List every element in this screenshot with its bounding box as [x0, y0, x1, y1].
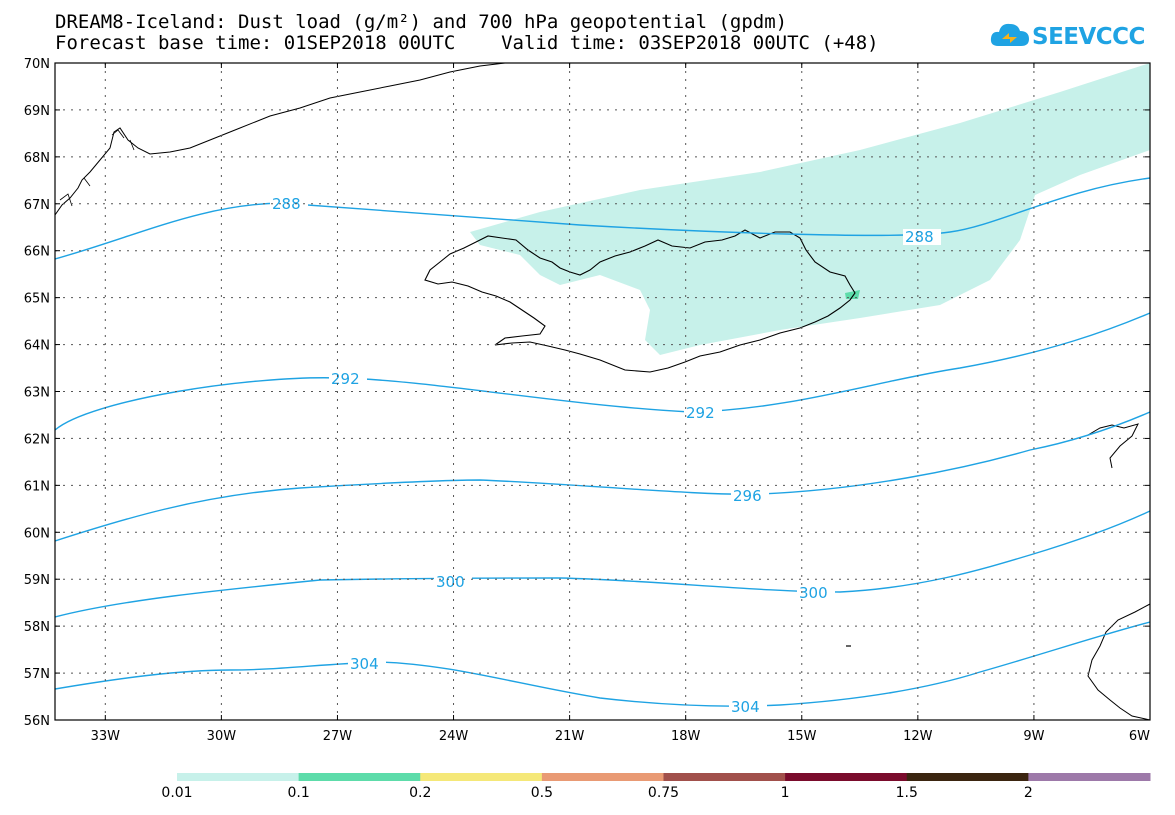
lat-tick-label: 70N [24, 57, 50, 72]
faroe-islands [1087, 423, 1139, 469]
dust-load-area [470, 63, 1150, 355]
colorbar-swatch [906, 773, 1029, 781]
colorbar [177, 773, 1151, 781]
colorbar-label: 0.1 [287, 785, 310, 801]
colorbar-swatch [1028, 773, 1151, 781]
colorbar-swatch [420, 773, 543, 781]
cloud-icon [990, 23, 1029, 46]
lon-tick-label: 15W [787, 729, 817, 744]
colorbar-label: 0.5 [530, 785, 554, 801]
colorbar-label: 0.75 [647, 785, 680, 801]
lat-tick-label: 69N [24, 104, 50, 119]
contour-296 [55, 411, 1150, 542]
lon-tick-label: 27W [323, 729, 353, 744]
map-title: DREAM8-Iceland: Dust load (g/m²) and 700… [55, 11, 788, 33]
contour-label-304a: 304 [350, 655, 379, 673]
colorbar-label: 1.5 [895, 785, 918, 801]
lat-tick-label: 63N [24, 386, 50, 401]
lon-tick-label: 18W [671, 729, 701, 744]
lat-tick-label: 56N [24, 714, 50, 729]
contour-300 [55, 510, 1150, 618]
logo-text: SEEVCCC [1032, 24, 1145, 50]
lat-tick-label: 66N [24, 245, 50, 260]
greenland-coastline [55, 63, 506, 216]
contour-label-300b: 300 [799, 584, 828, 602]
contour-labels: 288 288 292 292 296 300 300 304 304 [270, 195, 941, 716]
lat-tick-label: 62N [24, 432, 50, 447]
map-content: 288 288 292 292 296 300 300 304 304 [55, 63, 1150, 720]
longitude-axis: 33W 30W 27W 24W 21W 18W 15W 12W 9W 6W [91, 63, 1151, 744]
contour-label-292a: 292 [331, 370, 360, 388]
colorbar-swatch [298, 773, 421, 781]
lon-tick-label: 21W [555, 729, 585, 744]
lat-tick-label: 64N [24, 339, 50, 354]
lat-tick-label: 61N [24, 479, 50, 494]
contour-288 [55, 177, 1150, 260]
contour-292 [55, 312, 1150, 431]
lat-tick-label: 59N [24, 573, 50, 588]
lon-tick-label: 30W [207, 729, 237, 744]
contour-304 [55, 621, 1150, 707]
colorbar-label: 1 [780, 785, 790, 801]
colorbar-swatch [541, 773, 664, 781]
lon-tick-label: 24W [439, 729, 469, 744]
contour-label-292b: 292 [686, 404, 715, 422]
lon-tick-label: 9W [1023, 729, 1044, 744]
graticule [55, 63, 1150, 720]
colorbar-label: 0.01 [161, 785, 193, 801]
colorbar-swatch [177, 773, 300, 781]
lat-tick-label: 57N [24, 667, 50, 682]
contour-label-300a: 300 [436, 573, 465, 591]
contour-label-288b: 288 [905, 228, 934, 246]
seevccc-logo: SEEVCCC [990, 20, 1160, 56]
lat-tick-label: 58N [24, 620, 50, 635]
contour-label-288a: 288 [272, 195, 301, 213]
contour-label-296a: 296 [733, 487, 762, 505]
colorbar-label: 0.2 [409, 785, 432, 801]
lat-tick-label: 60N [24, 526, 50, 541]
contour-label-304b: 304 [731, 698, 760, 716]
lon-tick-label: 12W [903, 729, 933, 744]
lat-tick-label: 65N [24, 292, 50, 307]
colorbar-swatch [785, 773, 908, 781]
map-subtitle: Forecast base time: 01SEP2018 00UTC Vali… [55, 32, 879, 54]
lon-tick-label: 6W [1129, 729, 1150, 744]
lon-tick-label: 33W [91, 729, 121, 744]
latitude-axis: 70N 69N 68N 67N 66N 65N 64N 63N 62N 61N 60N 59N 58N 5… [24, 57, 1150, 729]
dust-load-area-0.1 [845, 290, 860, 299]
greenland-fjords [59, 129, 135, 207]
lat-tick-label: 67N [24, 198, 50, 213]
colorbar-swatch [663, 773, 786, 781]
scotland-coastline [1087, 603, 1150, 720]
lat-tick-label: 68N [24, 151, 50, 166]
iceland-coastline [424, 229, 856, 373]
colorbar-label: 2 [1023, 785, 1033, 801]
geopotential-contours [55, 177, 1150, 707]
